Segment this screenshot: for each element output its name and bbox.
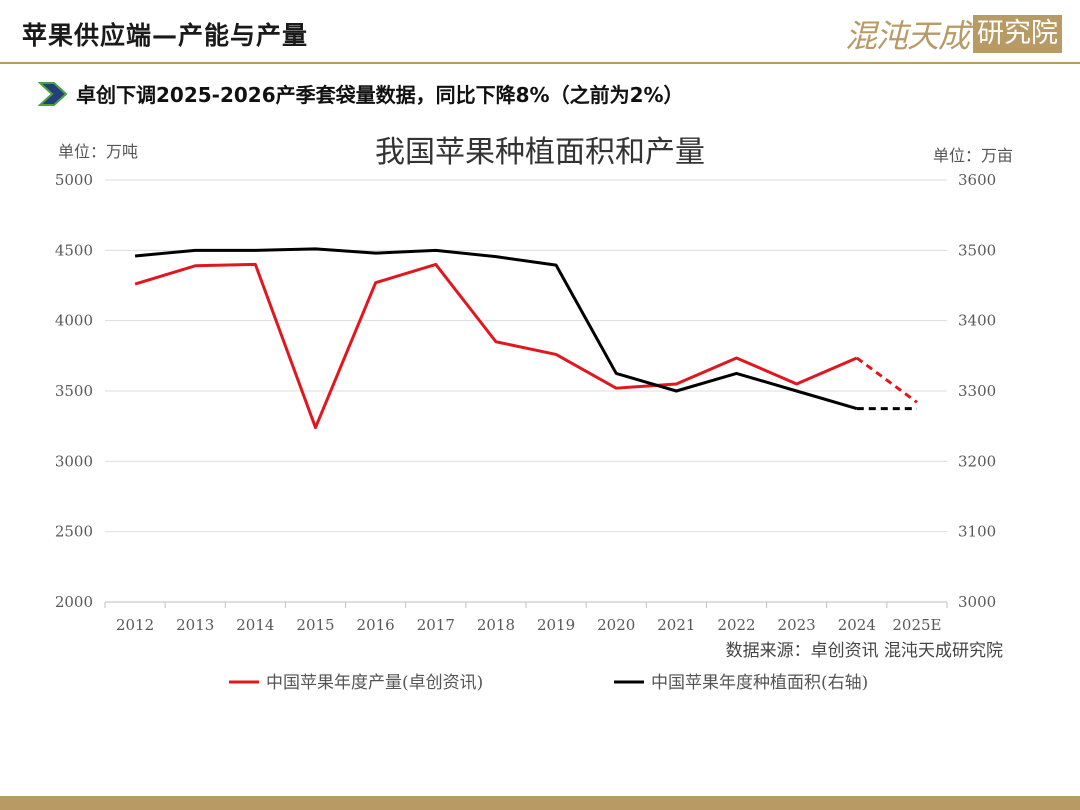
slide-subtitle: 卓创下调2025-2026产季套袋量数据，同比下降8%（之前为2%） [38, 79, 684, 108]
series-0-line [134, 262, 858, 430]
brand-logo-text: 混沌天成 [845, 17, 970, 55]
x-tick-label: 2014 [236, 616, 274, 634]
x-tick-label: 2021 [657, 616, 695, 634]
y-left-tick-label: 4000 [55, 312, 93, 330]
x-tick-label: 2015 [296, 616, 334, 634]
y-right-tick-label: 3000 [958, 593, 996, 611]
x-tick-label: 2023 [778, 616, 816, 634]
x-tick-label: 2019 [537, 616, 575, 634]
x-tick-label: 2020 [597, 616, 635, 634]
left-axis-unit-label: 单位：万吨 [58, 142, 138, 161]
legend-label-1: 中国苹果年度种植面积(右轴) [651, 673, 868, 693]
x-tick-label: 2013 [176, 616, 214, 634]
series-1-line [134, 247, 858, 411]
x-tick-label: 2018 [477, 616, 515, 634]
x-tick-label: 2016 [357, 616, 395, 634]
x-tick-label: 2022 [717, 616, 755, 634]
data-source-note: 数据来源：卓创资讯 混沌天成研究院 [726, 641, 1003, 661]
legend-label-0: 中国苹果年度产量(卓创资讯) [266, 673, 483, 693]
right-axis-unit-label: 单位：万亩 [933, 146, 1013, 165]
y-left-tick-label: 3000 [55, 452, 93, 470]
x-tick-label: 2017 [417, 616, 455, 634]
y-right-tick-label: 3400 [958, 312, 996, 330]
x-tick-label: 2024 [838, 616, 876, 634]
y-left-tick-label: 3500 [55, 382, 93, 400]
y-right-tick-label: 3600 [958, 171, 996, 189]
subtitle-text: 卓创下调2025-2026产季套袋量数据，同比下降8%（之前为2%） [76, 83, 684, 107]
y-right-tick-label: 3100 [958, 523, 996, 541]
brand-logo-badge: 研究院 [973, 15, 1063, 53]
y-left-tick-label: 2000 [55, 593, 93, 611]
page-title: 苹果供应端—产能与产量 [22, 21, 309, 50]
header-divider [0, 62, 1080, 64]
x-tick-label: 2012 [116, 616, 154, 634]
y-left-tick-label: 2500 [55, 523, 93, 541]
y-left-tick-label: 4500 [55, 241, 93, 259]
y-right-tick-label: 3300 [958, 382, 996, 400]
x-tick-label: 2025E [892, 616, 941, 634]
series-0-forecast-line [855, 356, 918, 404]
y-right-tick-label: 3200 [958, 452, 996, 470]
brand-logo: 混沌天成 研究院 [845, 12, 1063, 56]
y-right-tick-label: 3500 [958, 241, 996, 259]
y-left-tick-label: 5000 [55, 171, 93, 189]
chart-title: 我国苹果种植面积和产量 [375, 135, 705, 170]
chevron-right-icon [38, 81, 68, 106]
footer-bar [0, 796, 1080, 810]
